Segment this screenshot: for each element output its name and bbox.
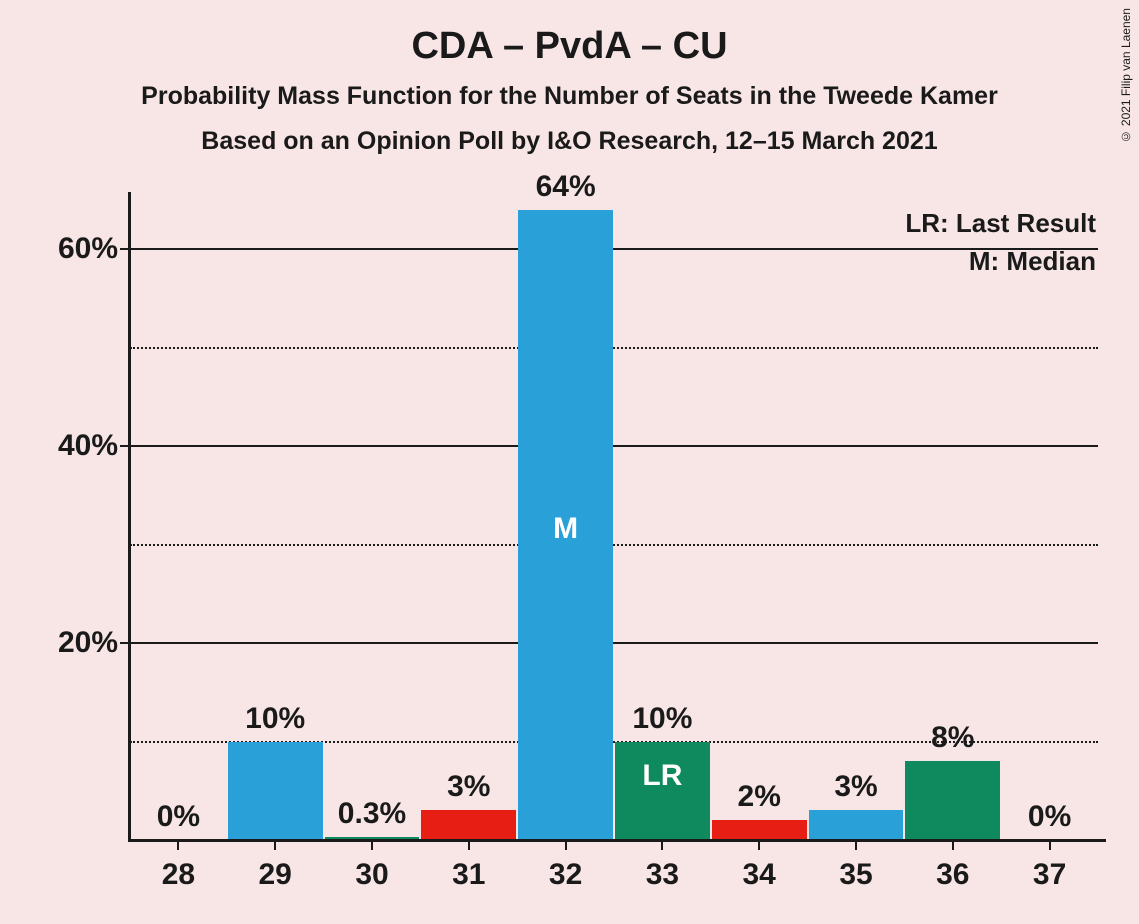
gridline-major (130, 445, 1098, 447)
gridline-minor (130, 347, 1098, 349)
bar-value-label: 10% (245, 702, 305, 736)
y-axis (128, 192, 131, 840)
bar: LR (615, 742, 710, 840)
x-axis (128, 839, 1106, 842)
bar-value-label: 3% (834, 770, 877, 804)
bar-value-label: 64% (536, 170, 596, 204)
gridline-major (130, 248, 1098, 250)
chart-subtitle-2: Based on an Opinion Poll by I&O Research… (0, 127, 1139, 156)
gridline-major (130, 642, 1098, 644)
bar: M (518, 210, 613, 840)
bar-value-label: 3% (447, 770, 490, 804)
bar (809, 810, 904, 840)
bar (712, 820, 807, 840)
bar (421, 810, 516, 840)
bar-value-label: 0.3% (338, 797, 406, 831)
legend-last-result: LR: Last Result (905, 208, 1096, 239)
gridline-minor (130, 544, 1098, 546)
bar-value-label: 0% (1028, 800, 1071, 834)
chart-title: CDA – PvdA – CU (0, 0, 1139, 68)
bar-value-label: 8% (931, 721, 974, 755)
bar-value-label: 2% (738, 780, 781, 814)
chart-subtitle-1: Probability Mass Function for the Number… (0, 82, 1139, 111)
bar-value-label: 0% (157, 800, 200, 834)
bar (228, 742, 323, 840)
chart-plot-area: 20%40%60%0%2810%290.3%303%31M64%32LR10%3… (130, 200, 1098, 840)
copyright-text: © 2021 Filip van Laenen (1119, 8, 1133, 143)
median-marker: M (553, 512, 578, 546)
legend-median: M: Median (969, 246, 1096, 277)
bar (905, 761, 1000, 840)
last-result-marker: LR (642, 759, 682, 793)
bar-value-label: 10% (632, 702, 692, 736)
